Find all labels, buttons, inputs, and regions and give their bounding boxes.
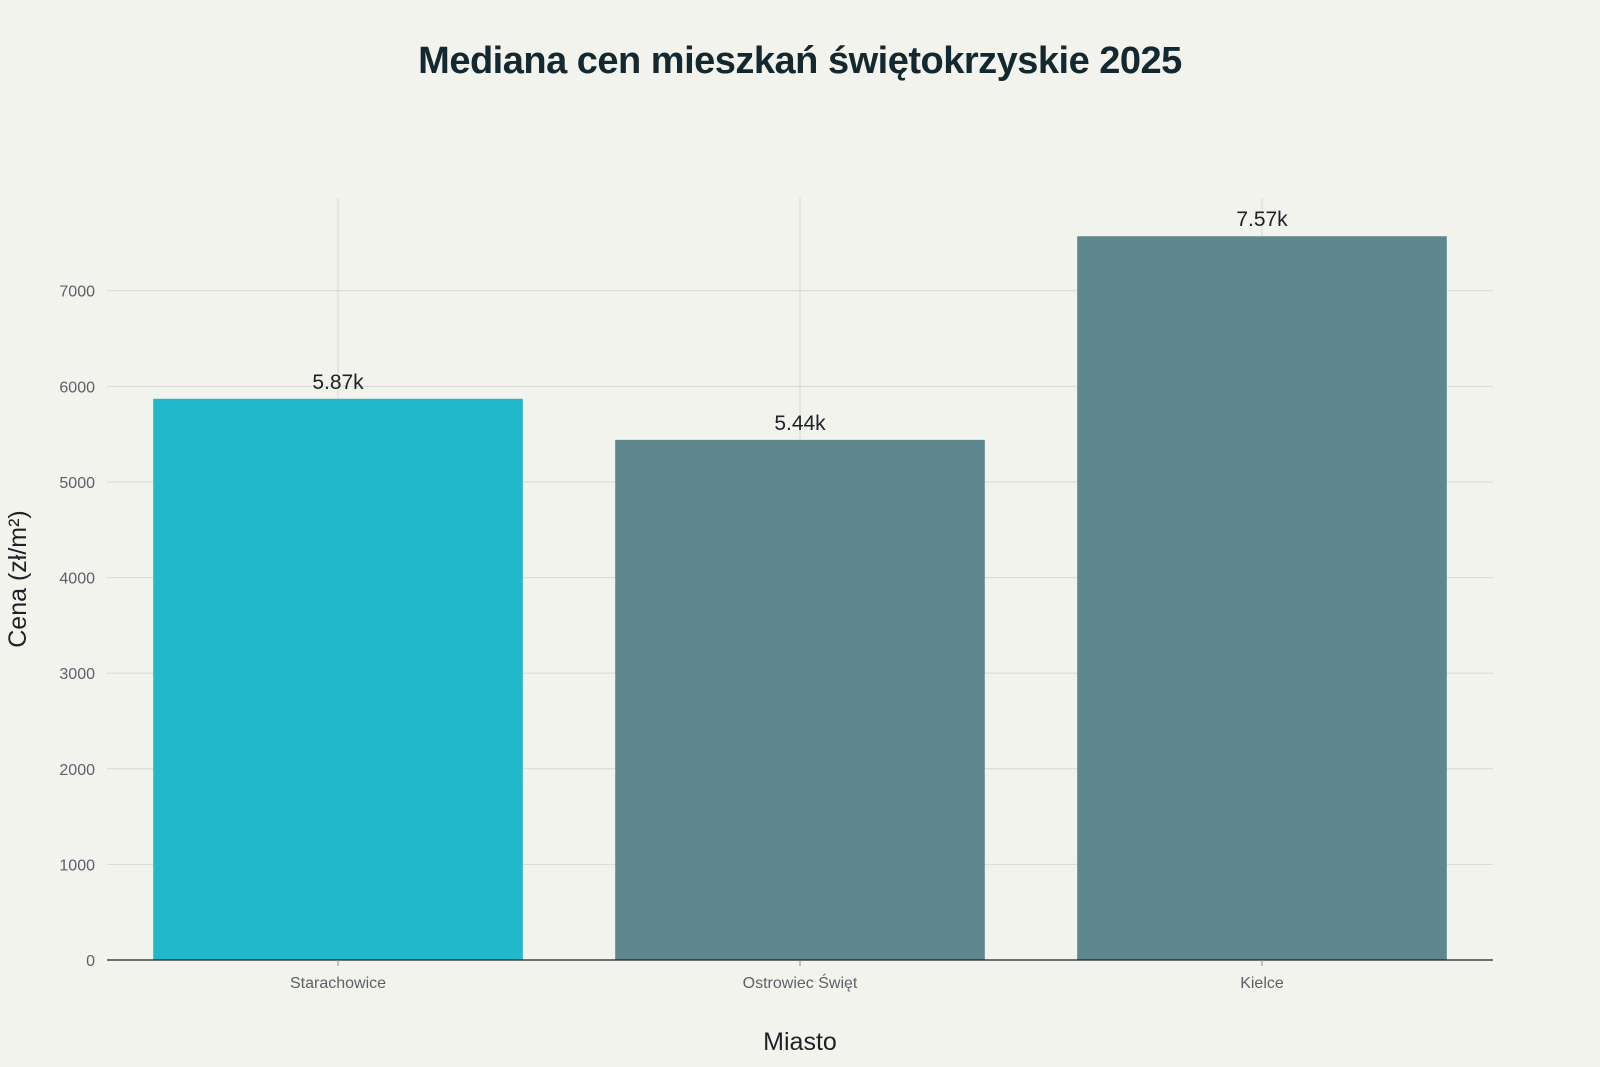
y-tick-label: 1000 <box>59 857 95 874</box>
y-tick-label: 5000 <box>59 475 95 492</box>
y-tick-label: 7000 <box>59 284 95 301</box>
y-tick-label: 6000 <box>59 379 95 396</box>
data-label: 5.44k <box>774 412 826 435</box>
x-axis-title: Miasto <box>763 1028 837 1056</box>
bar[interactable] <box>1077 236 1447 960</box>
bar[interactable] <box>615 439 985 960</box>
bar[interactable] <box>153 398 523 960</box>
x-tick-label: Kielce <box>1240 975 1284 992</box>
y-tick-label: 4000 <box>59 571 95 588</box>
data-label: 5.87k <box>312 371 364 394</box>
y-tick-label: 0 <box>86 953 95 970</box>
y-tick-label: 3000 <box>59 666 95 683</box>
y-axis-title: Cena (zł/m²) <box>4 510 32 648</box>
chart-title: Mediana cen mieszkań świętokrzyskie 2025 <box>418 40 1182 82</box>
y-tick-label: 2000 <box>59 762 95 779</box>
x-tick-label: Ostrowiec Święt <box>743 973 858 992</box>
x-tick-label: Starachowice <box>290 975 386 992</box>
data-label: 7.57k <box>1236 208 1288 231</box>
